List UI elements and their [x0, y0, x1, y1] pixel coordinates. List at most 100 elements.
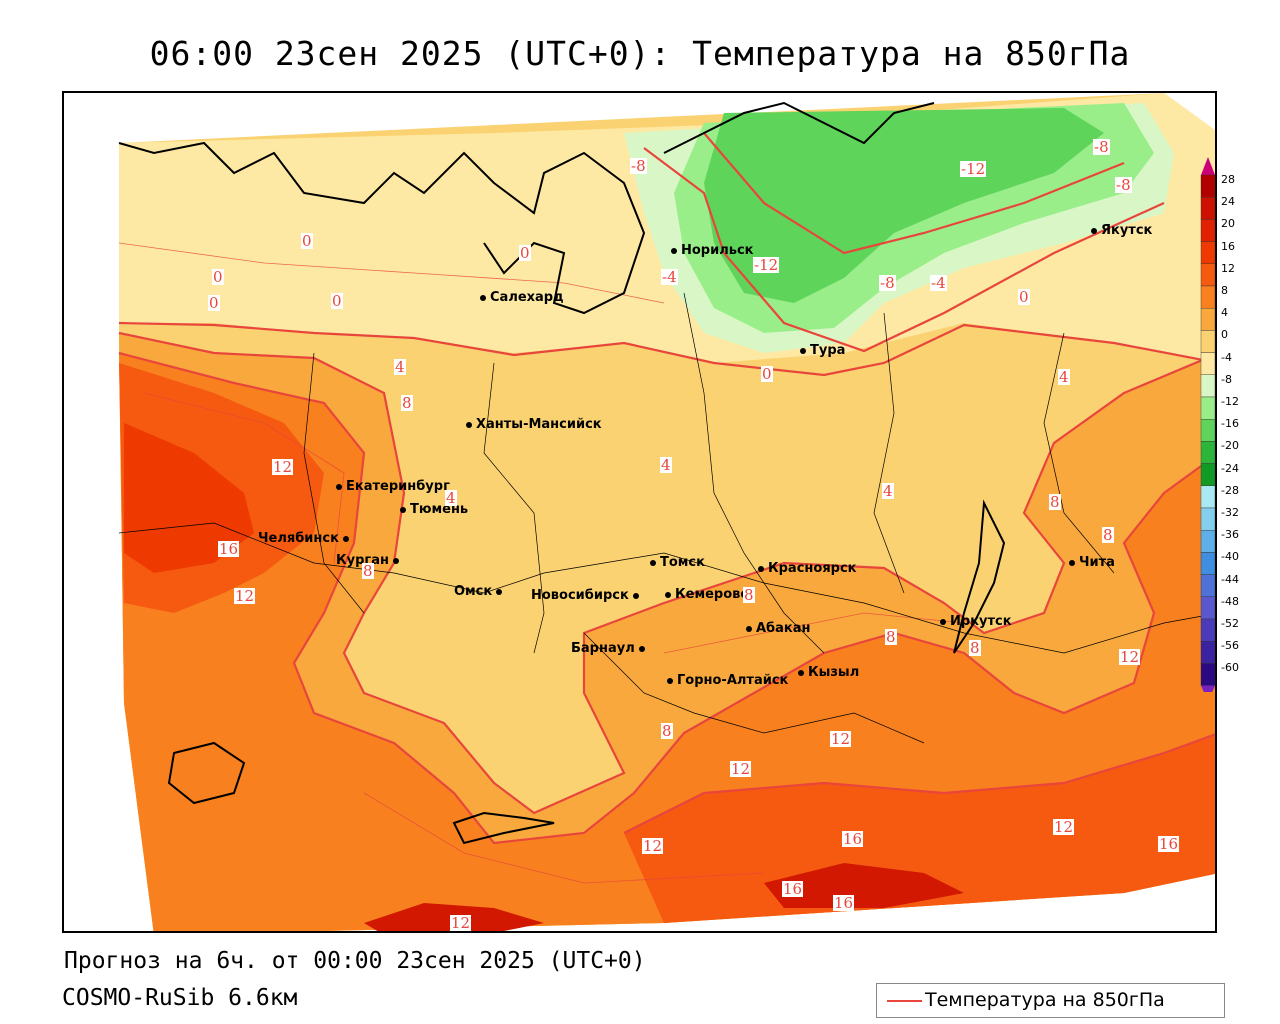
city-label: Горно-Алтайск	[677, 673, 789, 688]
colorbar-tick-label: -4	[1221, 350, 1232, 364]
city-marker-icon	[400, 506, 406, 513]
contour-label: -4	[930, 274, 947, 292]
contour-label: 0	[761, 365, 773, 383]
city-abakan: Абакан	[746, 621, 811, 636]
contour-label: 16	[782, 880, 804, 898]
contour-label: -12	[753, 256, 780, 274]
contour-label: -4	[661, 268, 678, 286]
colorbar-tick-label: -36	[1221, 528, 1239, 542]
colorbar-swatch	[1200, 530, 1216, 553]
city-label: Якутск	[1101, 223, 1153, 238]
city-kurgan: Курган	[336, 553, 403, 568]
city-marker-icon	[758, 565, 764, 572]
colorbar-tick-label: 12	[1221, 261, 1235, 275]
forecast-info: Прогноз на 6ч. от 00:00 23сен 2025 (UTC+…	[64, 948, 646, 974]
colorbar-tick-label: -8	[1221, 372, 1232, 386]
model-name: COSMO-RuSib 6.6км	[62, 985, 298, 1011]
city-marker-icon	[650, 559, 656, 566]
city-marker-icon	[1091, 227, 1097, 234]
colorbar-tick-label: -20	[1221, 439, 1239, 453]
temperature-field	[118, 93, 1215, 931]
colorbar-tick-label: -12	[1221, 395, 1239, 408]
colorbar-bottom-arrow	[1201, 685, 1215, 692]
contour-label: 12	[1119, 648, 1141, 666]
city-krasnoyarsk: Красноярск	[758, 561, 857, 576]
city-barnaul: Барнаул	[571, 641, 649, 656]
city-tyumen: Тюмень	[400, 502, 468, 517]
contour-label: 0	[331, 292, 343, 310]
colorbar-tick-label: -56	[1221, 639, 1239, 653]
city-label: Абакан	[756, 621, 811, 636]
contour-label: -8	[630, 157, 647, 175]
contour-label: -12	[960, 160, 987, 178]
contour-label: 8	[969, 639, 981, 657]
contour-label: 16	[218, 540, 240, 558]
colorbar-tick-label: -24	[1221, 461, 1239, 475]
city-yakutsk: Якутск	[1091, 223, 1152, 238]
city-gorno-altaysk: Горно-Алтайск	[667, 673, 788, 688]
legend-label: Температура на 850гПа	[925, 989, 1165, 1011]
city-chelyabinsk: Челябинск	[258, 531, 353, 546]
map-legend: Температура на 850гПа	[876, 983, 1225, 1018]
colorbar-swatch	[1200, 574, 1216, 598]
contour-label: 12	[272, 458, 294, 476]
contour-label: -8	[1093, 138, 1110, 156]
city-marker-icon	[392, 557, 399, 564]
city-novosibirsk: Новосибирск	[531, 588, 643, 603]
colorbar-swatch	[1200, 641, 1216, 664]
contour-label: 8	[885, 628, 897, 646]
colorbar: 28 24 20 16 12 8 4 0 -4 -8 -12 -16 -20 -24 -28 -32 -36 -4…	[1200, 157, 1280, 692]
city-label: Барнаул	[571, 641, 635, 656]
city-label: Екатеринбург	[346, 479, 450, 494]
colorbar-tick-label: -40	[1221, 550, 1239, 564]
colorbar-swatch	[1200, 441, 1216, 464]
city-norilsk: Норильск	[671, 243, 754, 258]
contour-label: 0	[212, 268, 224, 286]
contour-label: 8	[362, 562, 374, 580]
contour-label: 8	[1049, 493, 1061, 511]
city-marker-icon	[798, 669, 804, 676]
colorbar-swatch	[1200, 197, 1216, 220]
contour-label: 12	[730, 760, 752, 778]
contour-label: 12	[450, 914, 472, 932]
city-irkutsk: Иркутск	[940, 614, 1012, 629]
contour-label: 8	[661, 722, 673, 740]
contour-label: 4	[882, 482, 894, 500]
colorbar-swatch	[1200, 663, 1216, 686]
contour-label: 16	[842, 830, 864, 848]
contour-label: 12	[1053, 818, 1075, 836]
city-marker-icon	[1069, 559, 1075, 566]
city-yekaterinburg: Екатеринбург	[336, 479, 450, 494]
city-label: Норильск	[681, 243, 754, 258]
contour-label: 4	[394, 358, 406, 376]
city-label: Салехард	[490, 290, 564, 305]
colorbar-swatch	[1200, 241, 1216, 264]
city-label: Иркутск	[950, 614, 1012, 629]
city-label: Ханты-Мансийск	[476, 417, 602, 432]
city-tura: Тура	[800, 343, 845, 358]
colorbar-swatch	[1200, 596, 1216, 620]
city-tomsk: Томск	[650, 555, 705, 570]
city-label: Тюмень	[410, 502, 469, 517]
colorbar-swatch	[1200, 485, 1216, 509]
colorbar-swatch	[1200, 463, 1216, 487]
colorbar-tick-label: -32	[1221, 506, 1239, 519]
colorbar-tick-label: 0	[1221, 328, 1228, 342]
city-label: Челябинск	[258, 531, 339, 546]
city-khanty-mansiysk: Ханты-Мансийск	[466, 417, 602, 432]
city-marker-icon	[665, 591, 671, 598]
colorbar-swatch	[1200, 552, 1216, 575]
colorbar-tick-label: -28	[1221, 483, 1239, 497]
city-label: Кызыл	[808, 665, 860, 680]
colorbar-swatch	[1200, 419, 1216, 442]
city-label: Красноярск	[768, 561, 857, 576]
contour-label: 16	[1158, 835, 1180, 853]
contour-label: 8	[743, 586, 755, 604]
city-omsk: Омск	[454, 584, 506, 599]
city-marker-icon	[466, 421, 472, 428]
colorbar-swatch	[1200, 396, 1216, 420]
city-marker-icon	[342, 535, 349, 542]
map-title: 06:00 23сен 2025 (UTC+0): Температура на…	[149, 34, 1131, 73]
colorbar-tick-label: 16	[1221, 239, 1235, 253]
city-label: Чита	[1079, 555, 1115, 570]
